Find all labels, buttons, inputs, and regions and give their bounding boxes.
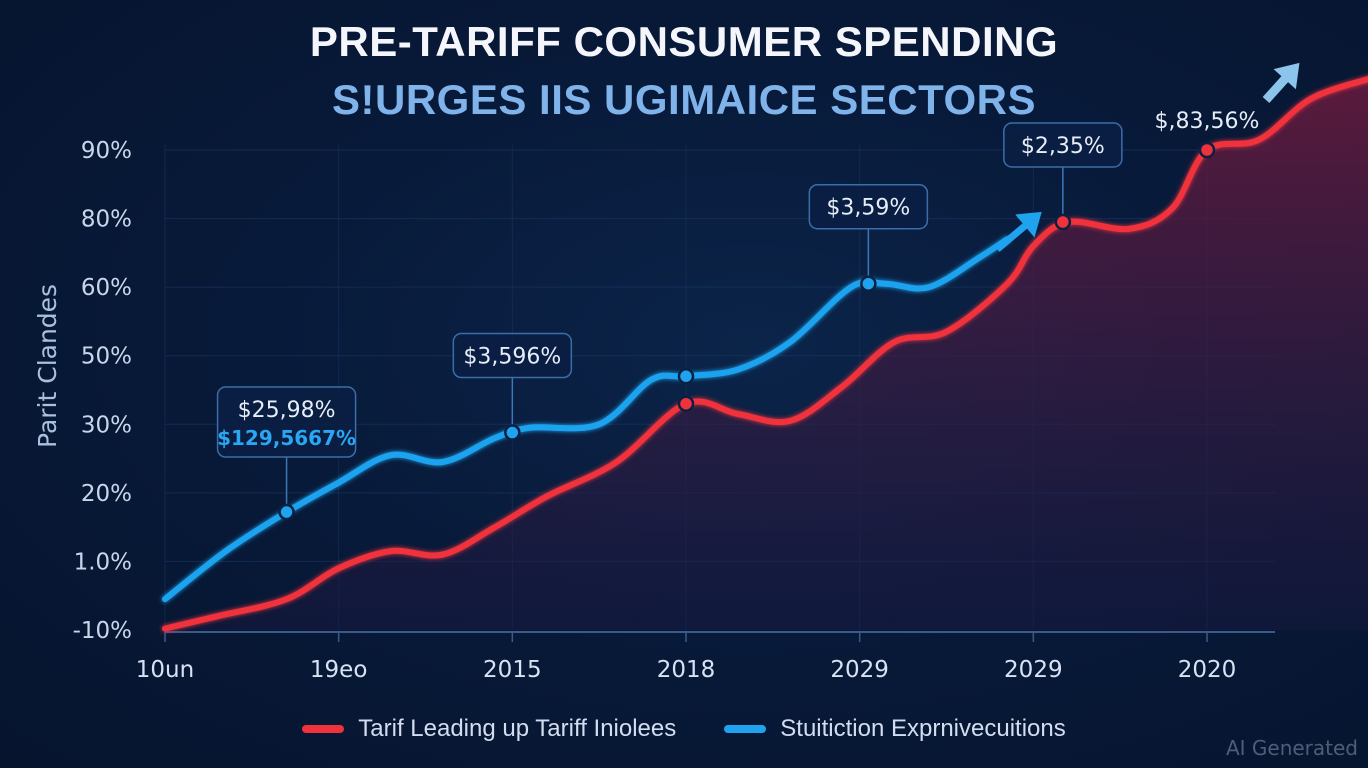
legend: Tarif Leading up Tariff Iniolees Stuitic… bbox=[0, 715, 1368, 743]
area-fills bbox=[165, 79, 1368, 630]
annotation-box[interactable] bbox=[1003, 122, 1123, 168]
tick-labels: -10% 1.0% 20% 30% 50% 60% 80% 90% 10un 19eo 2015 20… bbox=[73, 138, 1237, 683]
series-line-red bbox=[162, 76, 1368, 632]
y-tick-label: 90% bbox=[81, 138, 132, 164]
data-point-blue[interactable] bbox=[278, 503, 295, 521]
y-axis-label: Parit Clandes bbox=[33, 284, 62, 448]
axes bbox=[164, 631, 1275, 642]
x-tick-label: 2029 bbox=[1004, 657, 1063, 683]
annotation-box[interactable] bbox=[452, 332, 573, 379]
annotation-label: $,83,56% bbox=[1155, 109, 1260, 134]
trend-arrows bbox=[995, 62, 1300, 252]
data-point-red[interactable] bbox=[1198, 141, 1216, 159]
annotation-subvalue: $129,5667% bbox=[217, 426, 356, 450]
legend-item-blue[interactable]: Stuitiction Exprnivecuitions bbox=[724, 715, 1066, 743]
series-lines bbox=[162, 76, 1368, 632]
y-tick-label: 50% bbox=[81, 344, 132, 370]
y-tick-label: 80% bbox=[81, 207, 132, 233]
annotation-value: $3,59% bbox=[826, 196, 910, 221]
legend-label-red: Tarif Leading up Tariff Iniolees bbox=[358, 715, 677, 742]
ai-generated-watermark: AI Generated bbox=[1225, 736, 1358, 760]
data-point-red[interactable] bbox=[677, 395, 695, 412]
x-tick-label: 10un bbox=[136, 657, 194, 683]
legend-item-red[interactable]: Tarif Leading up Tariff Iniolees bbox=[302, 715, 676, 743]
x-tick-label: 19eo bbox=[310, 657, 368, 683]
trend-arrow-blue-icon-head bbox=[1015, 211, 1042, 238]
legend-swatch-blue bbox=[724, 725, 767, 733]
legend-label-blue: Stuitiction Exprnivecuitions bbox=[780, 715, 1066, 742]
y-tick-label: 20% bbox=[81, 481, 132, 507]
chart-title: PRE-TARIFF CONSUMER SPENDING bbox=[309, 18, 1059, 65]
annotation-box[interactable] bbox=[216, 386, 357, 458]
series-area-red bbox=[165, 79, 1368, 630]
x-tick-label: 2020 bbox=[1178, 657, 1237, 683]
annotation-boxes: $25,98% $129,5667% $3,596% $3,59% $2,35% $,83… bbox=[216, 109, 1260, 458]
data-point-red[interactable] bbox=[1054, 213, 1072, 231]
series-markers bbox=[278, 141, 1216, 521]
annotation-leaders bbox=[285, 167, 1064, 506]
data-point-blue[interactable] bbox=[677, 368, 695, 385]
trend-arrow-up-icon-head bbox=[1273, 62, 1300, 90]
y-tick-label: 60% bbox=[81, 275, 132, 301]
x-tick-label: 2018 bbox=[657, 657, 716, 683]
chart-subtitle: S!URGES IIS UGIMAICE SECTORS bbox=[332, 76, 1036, 123]
y-tick-label: 1.0% bbox=[74, 549, 132, 575]
x-tick-label: 2029 bbox=[830, 657, 889, 683]
annotation-value: $25,98% bbox=[238, 398, 336, 423]
y-tick-label: -10% bbox=[73, 618, 132, 644]
data-point-blue[interactable] bbox=[860, 275, 877, 292]
annotation-value: $3,596% bbox=[463, 345, 561, 370]
data-point-blue[interactable] bbox=[504, 424, 521, 441]
x-tick-label: 2015 bbox=[483, 657, 542, 683]
series-line-blue bbox=[162, 236, 1011, 603]
legend-swatch-red bbox=[302, 725, 345, 733]
annotation-value: $2,35% bbox=[1021, 134, 1105, 159]
annotation-box[interactable] bbox=[808, 183, 929, 230]
y-tick-label: 30% bbox=[81, 412, 132, 438]
